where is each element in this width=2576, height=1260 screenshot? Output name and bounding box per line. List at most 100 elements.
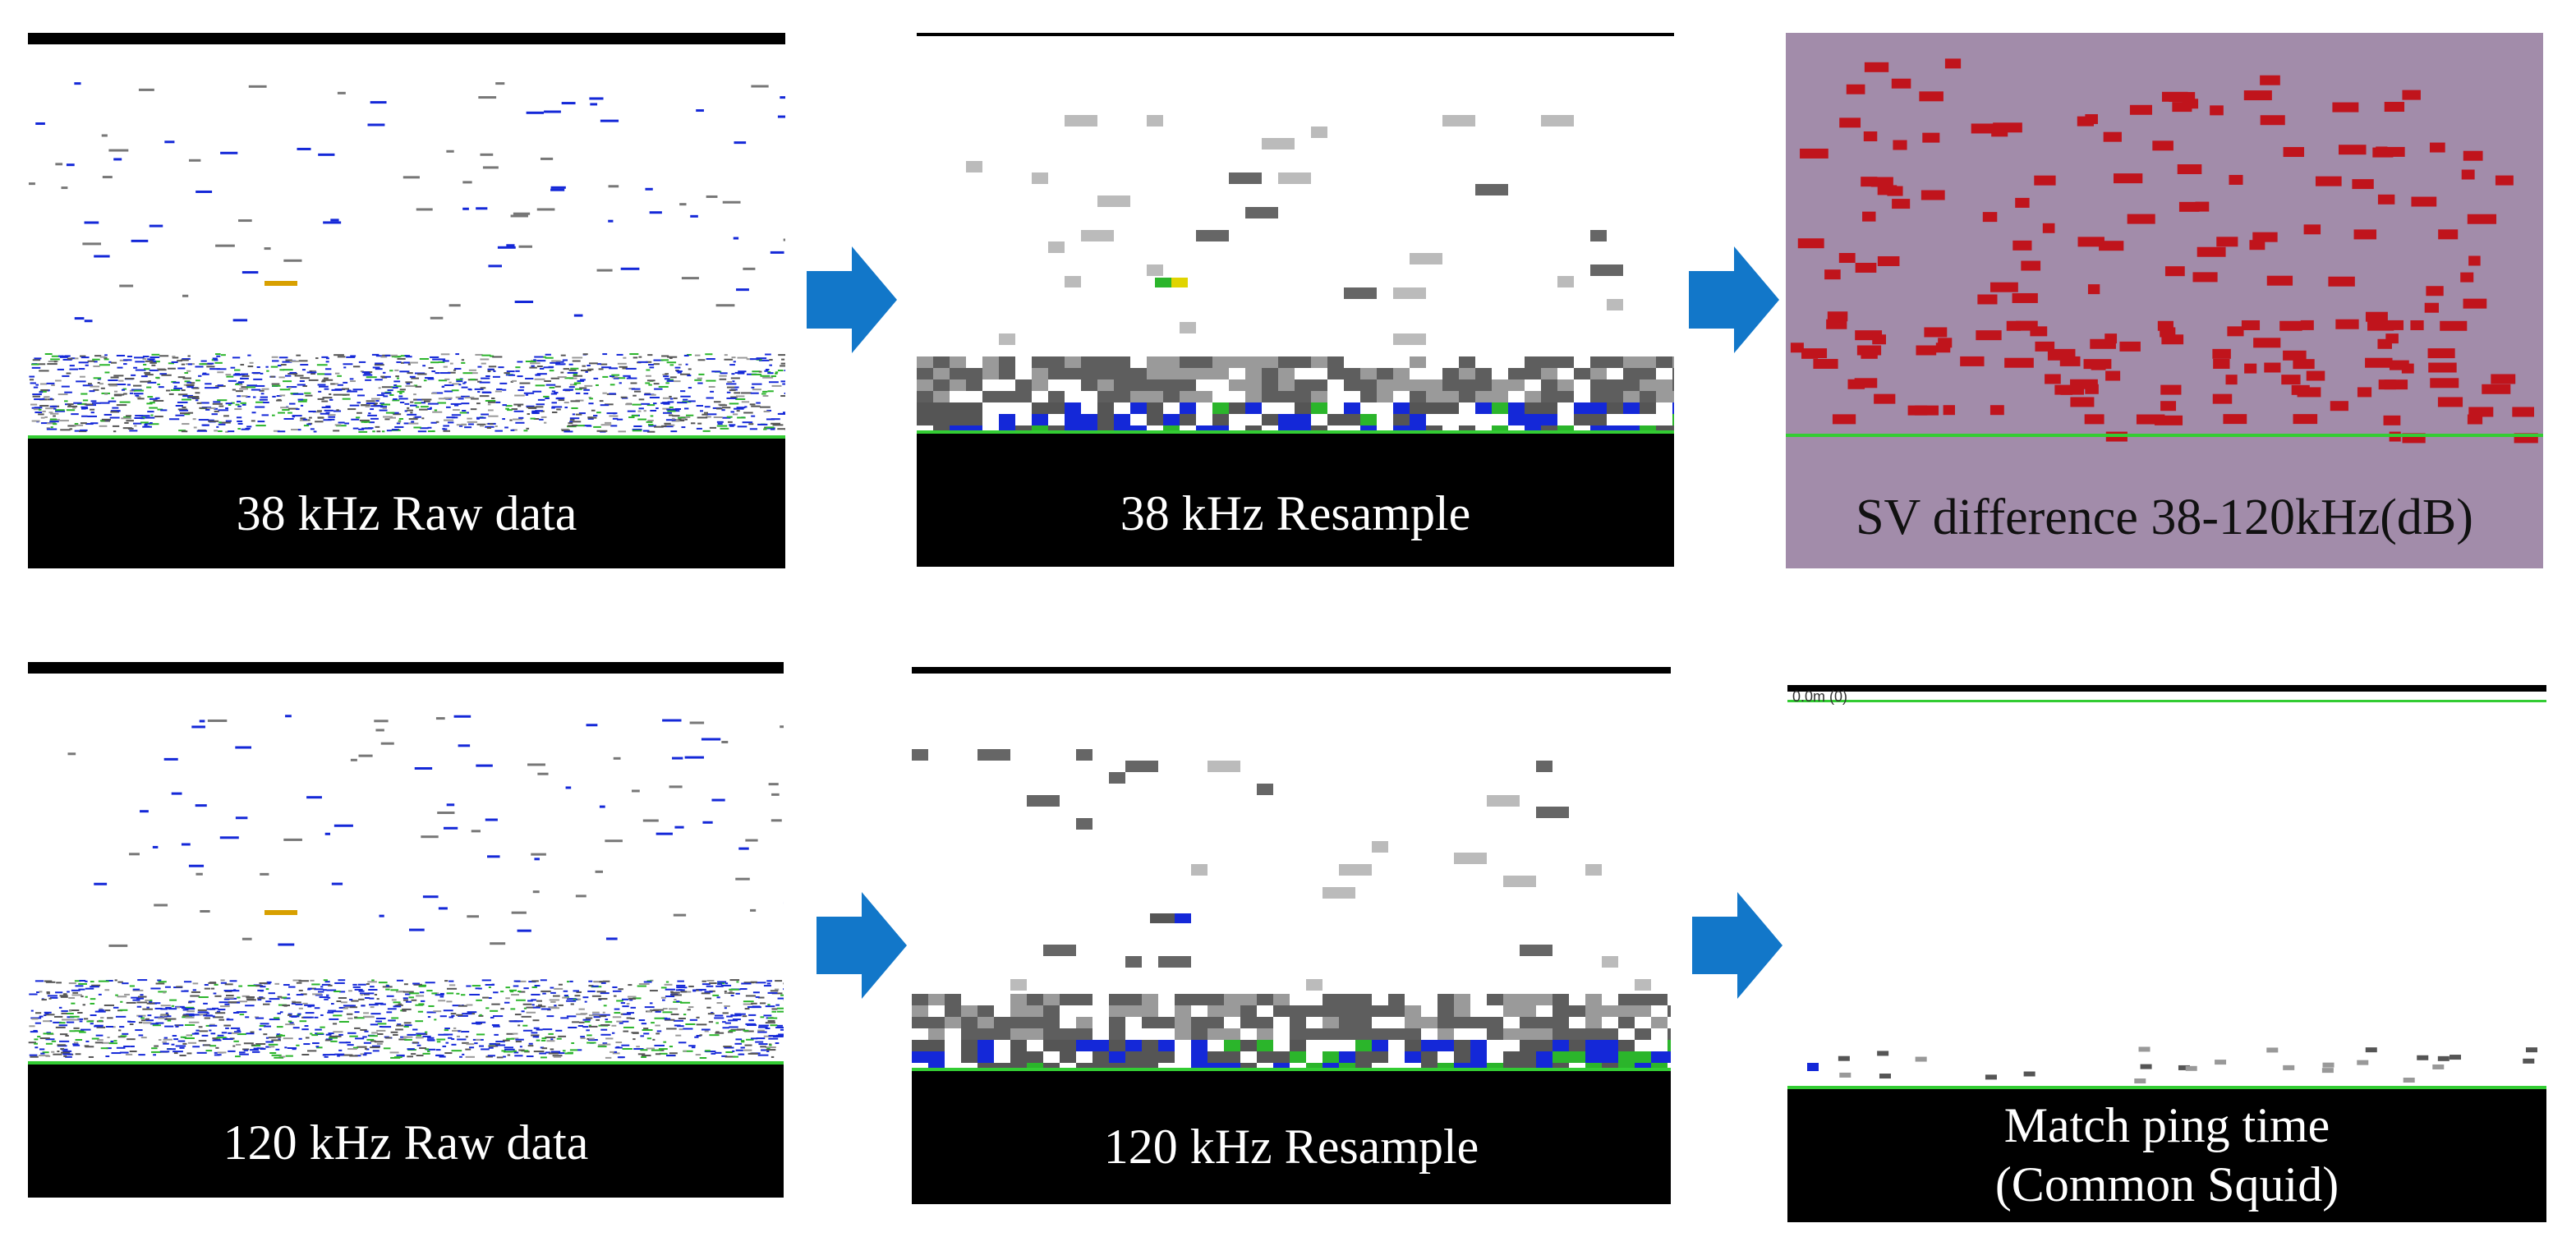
diff-cell: [2482, 384, 2511, 394]
layer-echo: [588, 985, 594, 987]
layer-echo: [273, 430, 280, 432]
match-cell: [2178, 1065, 2190, 1070]
layer-echo: [621, 1044, 630, 1046]
layer-echo: [767, 390, 774, 393]
layer-echo: [74, 423, 79, 425]
resample-cell: [1262, 138, 1295, 149]
layer-echo: [99, 420, 105, 422]
layer-echo: [250, 1049, 260, 1051]
layer-echo: [616, 353, 623, 356]
layer-echo: [717, 982, 723, 985]
layer-echo: [223, 998, 230, 1000]
layer-echo: [407, 409, 413, 412]
layer-echo: [373, 403, 377, 406]
resample-cell: [1536, 994, 1552, 1005]
layer-echo: [755, 982, 766, 984]
layer-echo: [553, 1055, 562, 1058]
layer-echo: [108, 1042, 117, 1045]
layer-echo: [708, 385, 715, 388]
layer-echo: [309, 416, 312, 419]
resample-cell: [1536, 1051, 1552, 1063]
layer-echo: [740, 1046, 745, 1049]
layer-echo: [356, 416, 361, 419]
layer-echo: [758, 359, 770, 361]
layer-echo: [651, 1049, 662, 1051]
layer-echo: [669, 395, 672, 398]
layer-echo: [776, 1010, 784, 1013]
layer-echo: [576, 991, 582, 993]
layer-echo: [665, 996, 675, 998]
layer-echo: [588, 1037, 595, 1040]
layer-echo: [299, 419, 308, 421]
layer-echo: [456, 1035, 460, 1037]
layer-echo: [650, 415, 654, 417]
layer-echo: [291, 1002, 296, 1005]
layer-echo: [730, 1028, 742, 1031]
layer-echo: [283, 369, 293, 371]
layer-echo: [775, 1034, 784, 1037]
layer-echo: [752, 383, 762, 385]
layer-echo: [498, 366, 504, 369]
layer-echo: [59, 1040, 70, 1042]
layer-echo: [408, 422, 419, 425]
layer-echo: [375, 362, 384, 365]
diff-cell: [2377, 338, 2392, 349]
diff-cell: [2260, 75, 2280, 85]
layer-echo: [523, 987, 529, 990]
layer-echo: [396, 991, 404, 993]
layer-echo: [460, 1031, 470, 1033]
layer-echo: [665, 382, 669, 384]
layer-echo: [336, 409, 339, 412]
resample-cell: [1229, 356, 1245, 368]
layer-echo: [177, 367, 186, 370]
diff-cell: [1856, 345, 1882, 356]
resample-cell: [1032, 368, 1048, 379]
layer-echo: [427, 407, 432, 410]
layer-echo: [569, 384, 577, 386]
layer-echo: [735, 1049, 743, 1051]
layer-echo: [455, 353, 460, 356]
layer-echo: [403, 983, 408, 986]
layer-echo: [461, 386, 468, 389]
layer-echo: [730, 396, 738, 398]
layer-echo: [217, 371, 224, 374]
layer-echo: [182, 358, 191, 361]
layer-echo: [233, 989, 237, 991]
layer-echo: [325, 361, 329, 363]
layer-echo: [270, 366, 278, 368]
scatter-echo: [596, 269, 613, 272]
scatter-echo: [215, 244, 235, 247]
layer-echo: [65, 1035, 69, 1037]
layer-echo: [31, 366, 41, 369]
layer-echo: [387, 1008, 397, 1010]
layer-echo: [722, 1012, 729, 1014]
layer-echo: [356, 1046, 367, 1048]
layer-echo: [669, 376, 677, 379]
layer-echo: [220, 1005, 230, 1008]
layer-echo: [292, 415, 302, 417]
layer-echo: [587, 990, 596, 992]
layer-echo: [575, 413, 582, 416]
layer-echo: [521, 1010, 525, 1013]
scatter-echo: [102, 176, 113, 179]
layer-echo: [461, 359, 465, 361]
resample-cell: [1410, 391, 1426, 402]
layer-echo: [496, 1056, 504, 1059]
layer-echo: [557, 376, 567, 379]
layer-echo: [685, 363, 688, 366]
layer-echo: [311, 1034, 319, 1037]
diff-cell: [1982, 212, 1998, 223]
layer-echo: [667, 401, 674, 403]
layer-echo: [168, 393, 174, 395]
layer-echo: [487, 409, 494, 412]
resample-cell: [1520, 1040, 1536, 1051]
layer-echo: [419, 991, 425, 994]
layer-echo: [729, 991, 733, 993]
layer-echo: [162, 1041, 167, 1043]
scatter-echo: [163, 757, 178, 761]
resample-cell: [1574, 402, 1590, 414]
layer-echo: [495, 1044, 506, 1046]
layer-echo: [34, 363, 46, 366]
layer-echo: [173, 1038, 179, 1041]
layer-echo: [411, 999, 417, 1001]
